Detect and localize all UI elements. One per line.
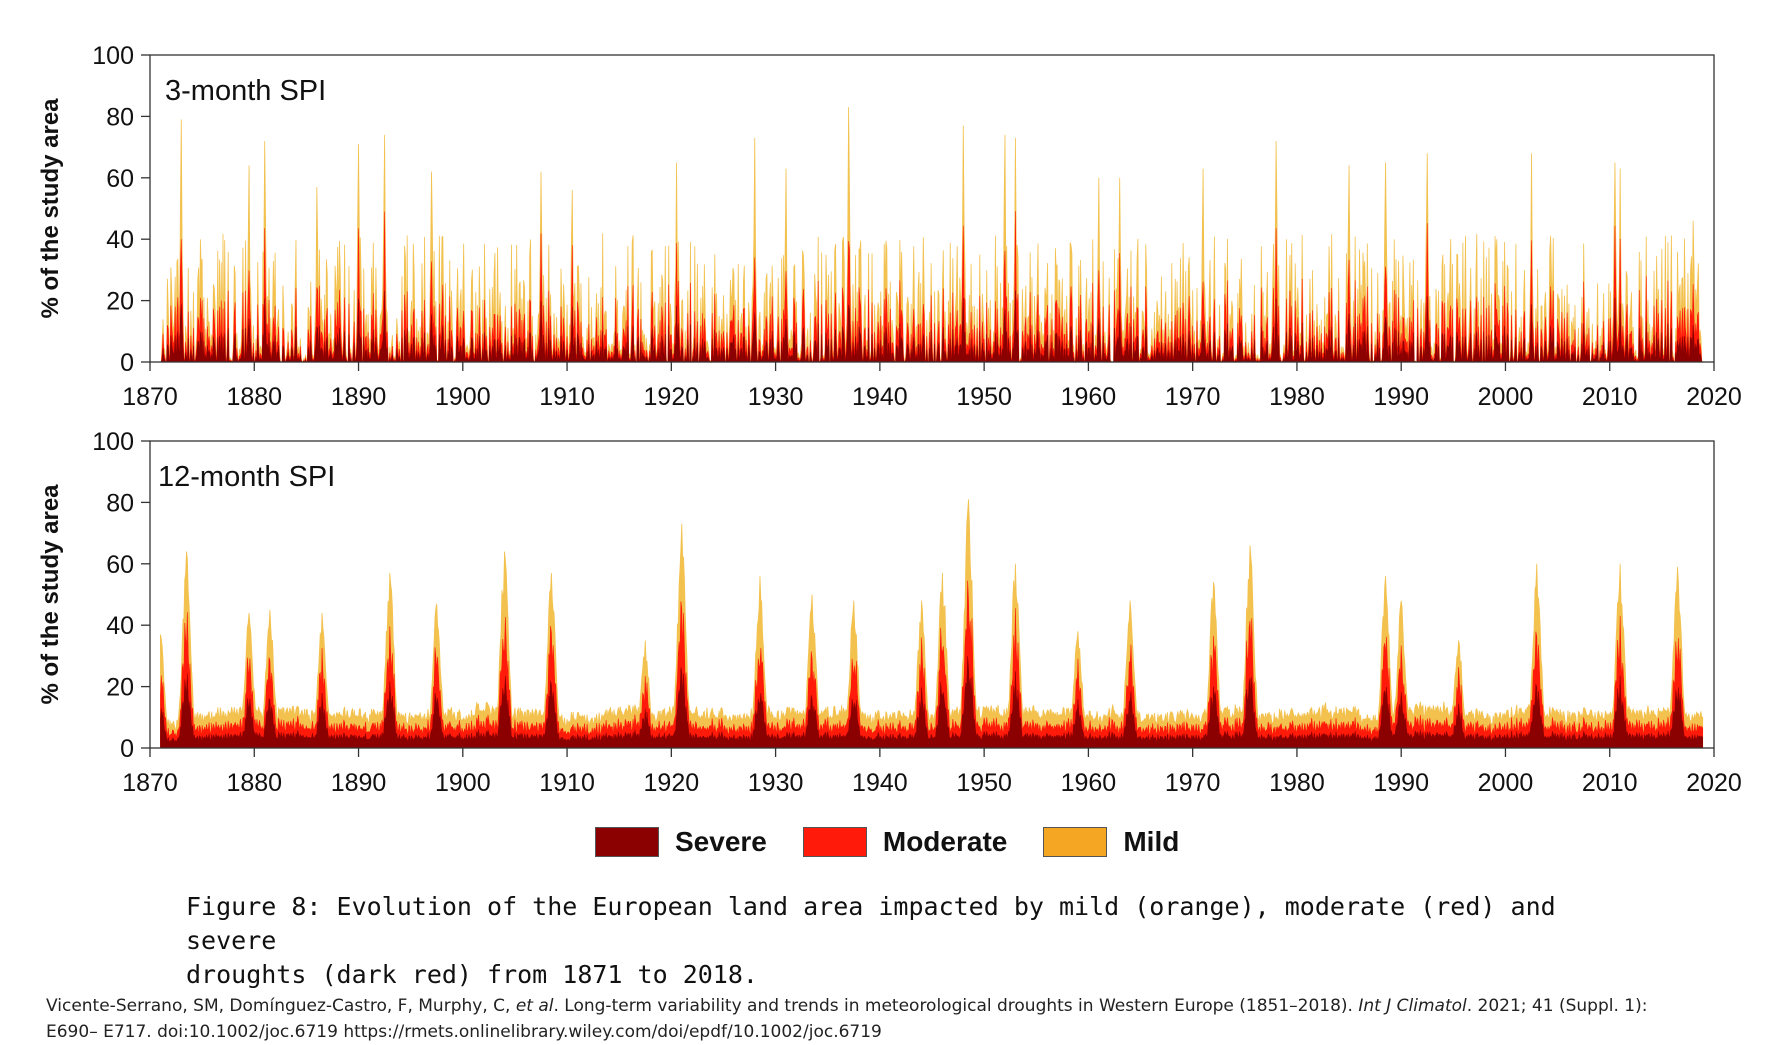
figure-caption: Figure 8: Evolution of the European land…	[186, 890, 1586, 992]
y-axis-label: % of the study area	[37, 484, 64, 705]
x-tick-label: 1990	[1373, 769, 1429, 797]
x-tick-label: 1980	[1269, 769, 1325, 797]
x-tick-label: 1900	[435, 383, 491, 411]
chart-panel-1: 0 20 40 60 80 100 1870 1880 1890 1900 1910 1920 1930…	[37, 42, 1742, 411]
x-tick-label: 2020	[1686, 383, 1742, 411]
x-tick-label: 1880	[226, 769, 282, 797]
x-tick-label: 1950	[956, 383, 1012, 411]
chart-panel-2: 0 20 40 60 80 100 1870 1880 1890 1900 1910 1920 1930…	[37, 428, 1742, 797]
legend-item-severe: Severe	[595, 826, 767, 858]
area-mild	[160, 499, 1704, 749]
panel-title: 3-month SPI	[165, 75, 326, 107]
y-tick-label: 0	[120, 735, 134, 763]
drought-charts: 0 20 40 60 80 100 1870 1880 1890 1900 1910 1920 1930…	[37, 42, 1742, 797]
legend: Severe Moderate Mild	[595, 826, 1215, 858]
y-tick-label: 100	[92, 42, 134, 70]
legend-swatch-moderate	[802, 827, 867, 857]
x-tick-label: 1920	[644, 769, 700, 797]
x-tick-label: 1990	[1373, 383, 1429, 411]
citation-line-1: Vicente-Serrano, SM, Domínguez-Castro, F…	[46, 993, 1746, 1019]
x-tick-label: 1960	[1061, 769, 1117, 797]
x-tick-label: 1870	[122, 769, 178, 797]
y-tick-label: 80	[106, 489, 134, 517]
citation-details: . 2021; 41 (Suppl. 1):	[1466, 996, 1648, 1016]
y-tick-label: 20	[106, 288, 134, 316]
area-moderate	[160, 580, 1703, 749]
x-tick-label: 1910	[539, 769, 595, 797]
legend-label-severe: Severe	[675, 826, 767, 857]
x-tick-label: 1950	[956, 769, 1012, 797]
legend-label-moderate: Moderate	[882, 826, 1008, 857]
y-axis-label: % of the study area	[37, 98, 64, 319]
y-tick-label: 60	[106, 551, 134, 579]
x-tick-label: 2010	[1582, 769, 1638, 797]
citation-link[interactable]: https://rmets.onlinelibrary.wiley.com/do…	[343, 1022, 882, 1042]
x-tick-label: 1890	[331, 383, 387, 411]
legend-label-mild: Mild	[1123, 826, 1180, 857]
x-tick-label: 1970	[1165, 383, 1221, 411]
y-tick-label: 100	[92, 428, 134, 456]
legend-swatch-mild	[1043, 827, 1108, 857]
y-tick-label: 80	[106, 103, 134, 131]
legend-swatch-severe	[595, 827, 659, 857]
y-tick-label: 40	[106, 612, 134, 640]
citation-line-2: E690– E717. doi:10.1002/joc.6719 https:/…	[46, 1019, 1746, 1045]
x-tick-label: 1980	[1269, 383, 1325, 411]
area-severe	[160, 656, 1703, 749]
x-tick-label: 1970	[1165, 769, 1221, 797]
x-tick-label: 2000	[1478, 769, 1534, 797]
citation-journal: Int J Climatol	[1358, 996, 1467, 1016]
x-tick-label: 1920	[644, 383, 700, 411]
x-tick-label: 2010	[1582, 383, 1638, 411]
citation: Vicente-Serrano, SM, Domínguez-Castro, F…	[46, 993, 1746, 1045]
y-tick-label: 60	[106, 165, 134, 193]
legend-item-mild: Mild	[1043, 826, 1179, 858]
x-tick-label: 2000	[1478, 383, 1534, 411]
citation-authors: Vicente-Serrano, SM, Domínguez-Castro, F…	[46, 996, 516, 1016]
y-tick-label: 20	[106, 674, 134, 702]
area-severe	[160, 290, 1703, 363]
caption-line-1: Figure 8: Evolution of the European land…	[186, 892, 1556, 955]
x-tick-label: 1930	[748, 383, 804, 411]
y-tick-label: 40	[106, 226, 134, 254]
x-tick-label: 1870	[122, 383, 178, 411]
citation-etal: et al	[515, 996, 554, 1016]
x-tick-label: 1960	[1061, 383, 1117, 411]
x-tick-label: 1880	[226, 383, 282, 411]
legend-item-moderate: Moderate	[802, 826, 1008, 858]
x-tick-label: 1940	[852, 383, 908, 411]
citation-title: . Long-term variability and trends in me…	[553, 996, 1359, 1016]
x-tick-label: 1930	[748, 769, 804, 797]
plot-frame	[149, 440, 1715, 749]
citation-doi: E690– E717. doi:10.1002/joc.6719	[46, 1022, 338, 1042]
caption-line-2: droughts (dark red) from 1871 to 2018.	[186, 960, 758, 989]
y-tick-label: 0	[120, 349, 134, 377]
x-tick-label: 2020	[1686, 769, 1742, 797]
x-tick-label: 1910	[539, 383, 595, 411]
x-tick-label: 1890	[331, 769, 387, 797]
x-tick-label: 1940	[852, 769, 908, 797]
plot-frame	[149, 54, 1715, 363]
x-tick-label: 1900	[435, 769, 491, 797]
panel-title: 12-month SPI	[158, 461, 335, 493]
